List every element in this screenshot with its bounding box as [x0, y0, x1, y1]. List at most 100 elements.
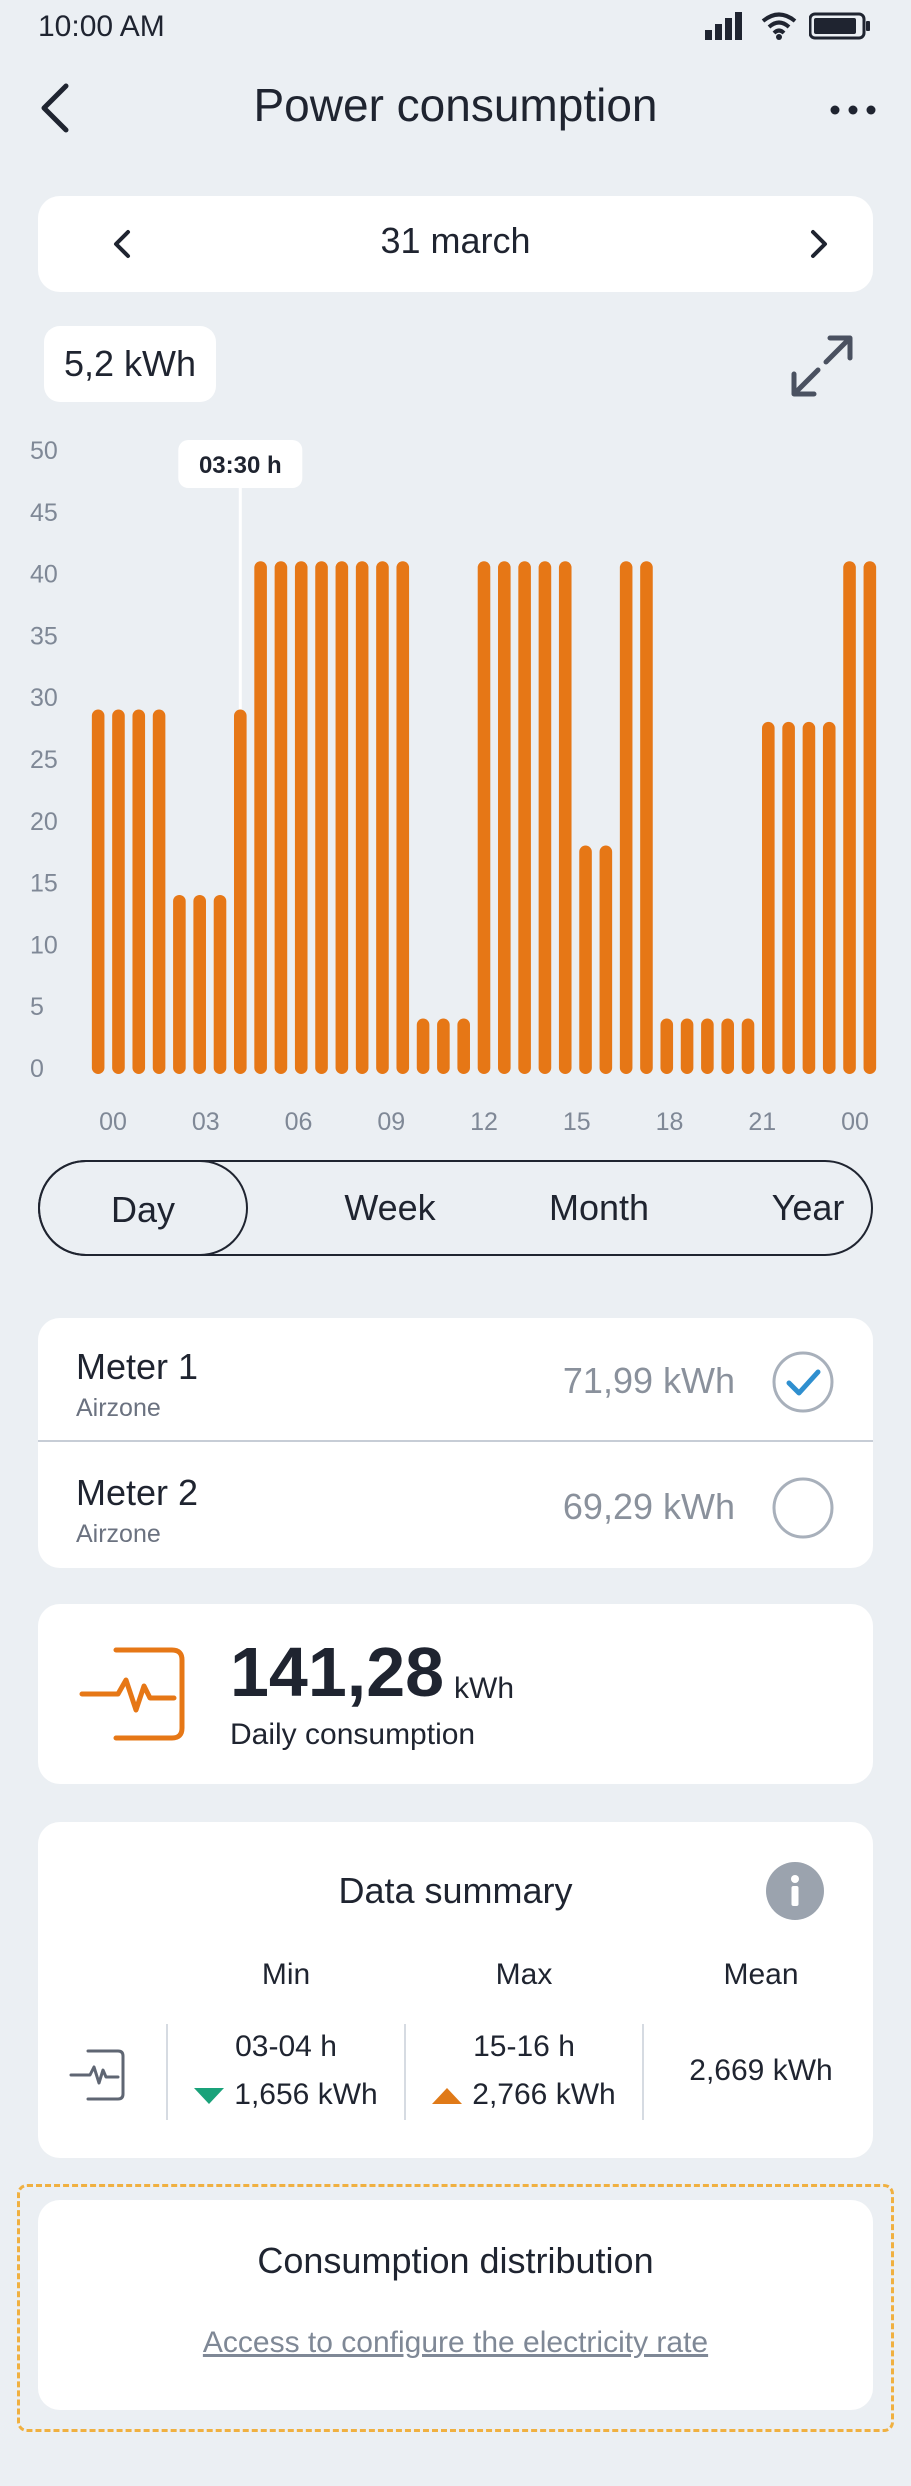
chart-bar[interactable]: [619, 561, 633, 1074]
chart-bar[interactable]: [640, 561, 653, 1074]
previous-date-button[interactable]: [98, 220, 146, 268]
min-time: 03-04 h: [235, 2030, 337, 2063]
divider: [166, 2024, 168, 2120]
chart-bar[interactable]: [132, 709, 146, 1074]
chart-bar[interactable]: [254, 561, 267, 1074]
chart-bar[interactable]: [701, 1018, 714, 1074]
chart-bar[interactable]: [680, 1018, 694, 1074]
chart-bar[interactable]: [822, 721, 836, 1074]
chart-bar[interactable]: [741, 1018, 755, 1074]
meters-list: Meter 1 Airzone 71,99 kWh Meter 2 Airzon…: [38, 1318, 873, 1568]
expand-icon: [791, 335, 853, 397]
daily-unit: kWh: [454, 1672, 514, 1705]
summary-title: Data summary: [338, 1870, 573, 1911]
period-week-tab[interactable]: Week: [344, 1187, 436, 1228]
y-tick-label: 15: [30, 870, 58, 898]
chart-bar[interactable]: [234, 709, 247, 1074]
mean-header: Mean: [723, 1958, 799, 1991]
chart-bar[interactable]: [599, 845, 613, 1074]
chart-bar[interactable]: [863, 561, 877, 1074]
chart-bar[interactable]: [213, 894, 227, 1074]
date-navigator: 31 march: [38, 196, 873, 292]
x-tick-label: 03: [192, 1108, 220, 1136]
chart-bar[interactable]: [416, 1018, 430, 1074]
max-time: 15-16 h: [473, 2030, 575, 2063]
chart-bar[interactable]: [274, 561, 288, 1074]
chart-bar[interactable]: [315, 561, 328, 1074]
min-header: Min: [261, 1958, 311, 1991]
date-label: 31 march: [380, 220, 531, 261]
power-meter-icon: [69, 2049, 125, 2101]
chart-bar[interactable]: [498, 561, 511, 1074]
chart-bar[interactable]: [518, 561, 531, 1074]
signal-icon: [705, 12, 742, 40]
x-tick-label: 12: [470, 1108, 498, 1136]
x-tick-label: 00: [99, 1108, 127, 1136]
chart-bar[interactable]: [558, 561, 572, 1074]
tooltip-label: 03:30 h: [199, 452, 282, 479]
chart-bar[interactable]: [355, 561, 369, 1074]
mean-value: 2,669 kWh: [689, 2054, 833, 2087]
chart-bar[interactable]: [193, 894, 206, 1074]
chart-bar[interactable]: [477, 561, 491, 1074]
y-tick-label: 25: [30, 746, 58, 774]
chart-bar[interactable]: [579, 845, 592, 1074]
chart-bar[interactable]: [457, 1018, 470, 1074]
expand-chart-button[interactable]: [786, 330, 858, 402]
chart-bar[interactable]: [335, 561, 349, 1074]
divider: [642, 2024, 644, 2120]
chart-bar[interactable]: [294, 561, 308, 1074]
chart-bar[interactable]: [91, 709, 105, 1074]
chart-bar[interactable]: [173, 894, 186, 1074]
y-tick-label: 5: [30, 993, 44, 1021]
back-button[interactable]: [30, 78, 90, 138]
battery-icon: [809, 12, 870, 40]
daily-value: 141,28: [230, 1633, 445, 1711]
x-tick-label: 06: [285, 1108, 313, 1136]
period-month-tab[interactable]: Month: [548, 1187, 650, 1228]
info-icon[interactable]: [766, 1862, 824, 1920]
chart-bar[interactable]: [721, 1018, 734, 1074]
chart-bar[interactable]: [396, 561, 410, 1074]
distribution-title: Consumption distribution: [257, 2240, 654, 2281]
y-tick-label: 0: [30, 1055, 44, 1083]
chart-bar[interactable]: [152, 709, 166, 1074]
chevron-left-icon: [114, 230, 130, 258]
more-button[interactable]: [823, 90, 883, 130]
y-tick-label: 20: [30, 808, 58, 836]
chart-bar[interactable]: [660, 1018, 674, 1074]
meter-row-1[interactable]: Meter 1 Airzone 71,99 kWh: [38, 1318, 873, 1442]
chart-bar[interactable]: [843, 561, 856, 1074]
consumption-distribution-card: Consumption distribution Access to confi…: [38, 2200, 873, 2410]
unchecked-circle-icon[interactable]: [771, 1476, 835, 1540]
min-value: 1,656 kWh: [234, 2078, 378, 2111]
x-tick-label: 21: [748, 1108, 776, 1136]
wifi-icon: [761, 12, 797, 40]
chart-bar[interactable]: [437, 1018, 450, 1074]
daily-consumption-card: 141,28 kWh Daily consumption: [38, 1604, 873, 1784]
chart-bar[interactable]: [802, 721, 816, 1074]
divider: [404, 2024, 406, 2120]
chart-bar[interactable]: [376, 561, 389, 1074]
meter-value: 69,29 kWh: [562, 1486, 735, 1527]
max-value: 2,766 kWh: [472, 2078, 616, 2111]
y-tick-label: 45: [30, 499, 58, 527]
y-tick-label: 50: [30, 437, 58, 465]
daily-label: Daily consumption: [230, 1718, 476, 1751]
chart-bar[interactable]: [762, 721, 775, 1074]
x-tick-label: 00: [841, 1108, 869, 1136]
more-dots-icon: [830, 105, 876, 115]
distribution-dashed-outline: [17, 2184, 894, 2432]
chart-bar[interactable]: [112, 709, 125, 1074]
chart-bar[interactable]: [538, 561, 552, 1074]
next-date-button[interactable]: [795, 220, 843, 268]
up-arrow-icon: [432, 2088, 463, 2105]
tooltip-box: [178, 440, 303, 488]
configure-rate-link[interactable]: Access to configure the electricity rate: [202, 2326, 709, 2359]
meter-row-2[interactable]: Meter 2 Airzone 69,29 kWh: [38, 1444, 873, 1568]
period-day-tab[interactable]: Day: [38, 1160, 248, 1256]
period-year-tab[interactable]: Year: [771, 1187, 845, 1228]
checked-circle-icon[interactable]: [771, 1350, 835, 1414]
chart-bar[interactable]: [782, 721, 795, 1074]
x-tick-label: 18: [656, 1108, 684, 1136]
